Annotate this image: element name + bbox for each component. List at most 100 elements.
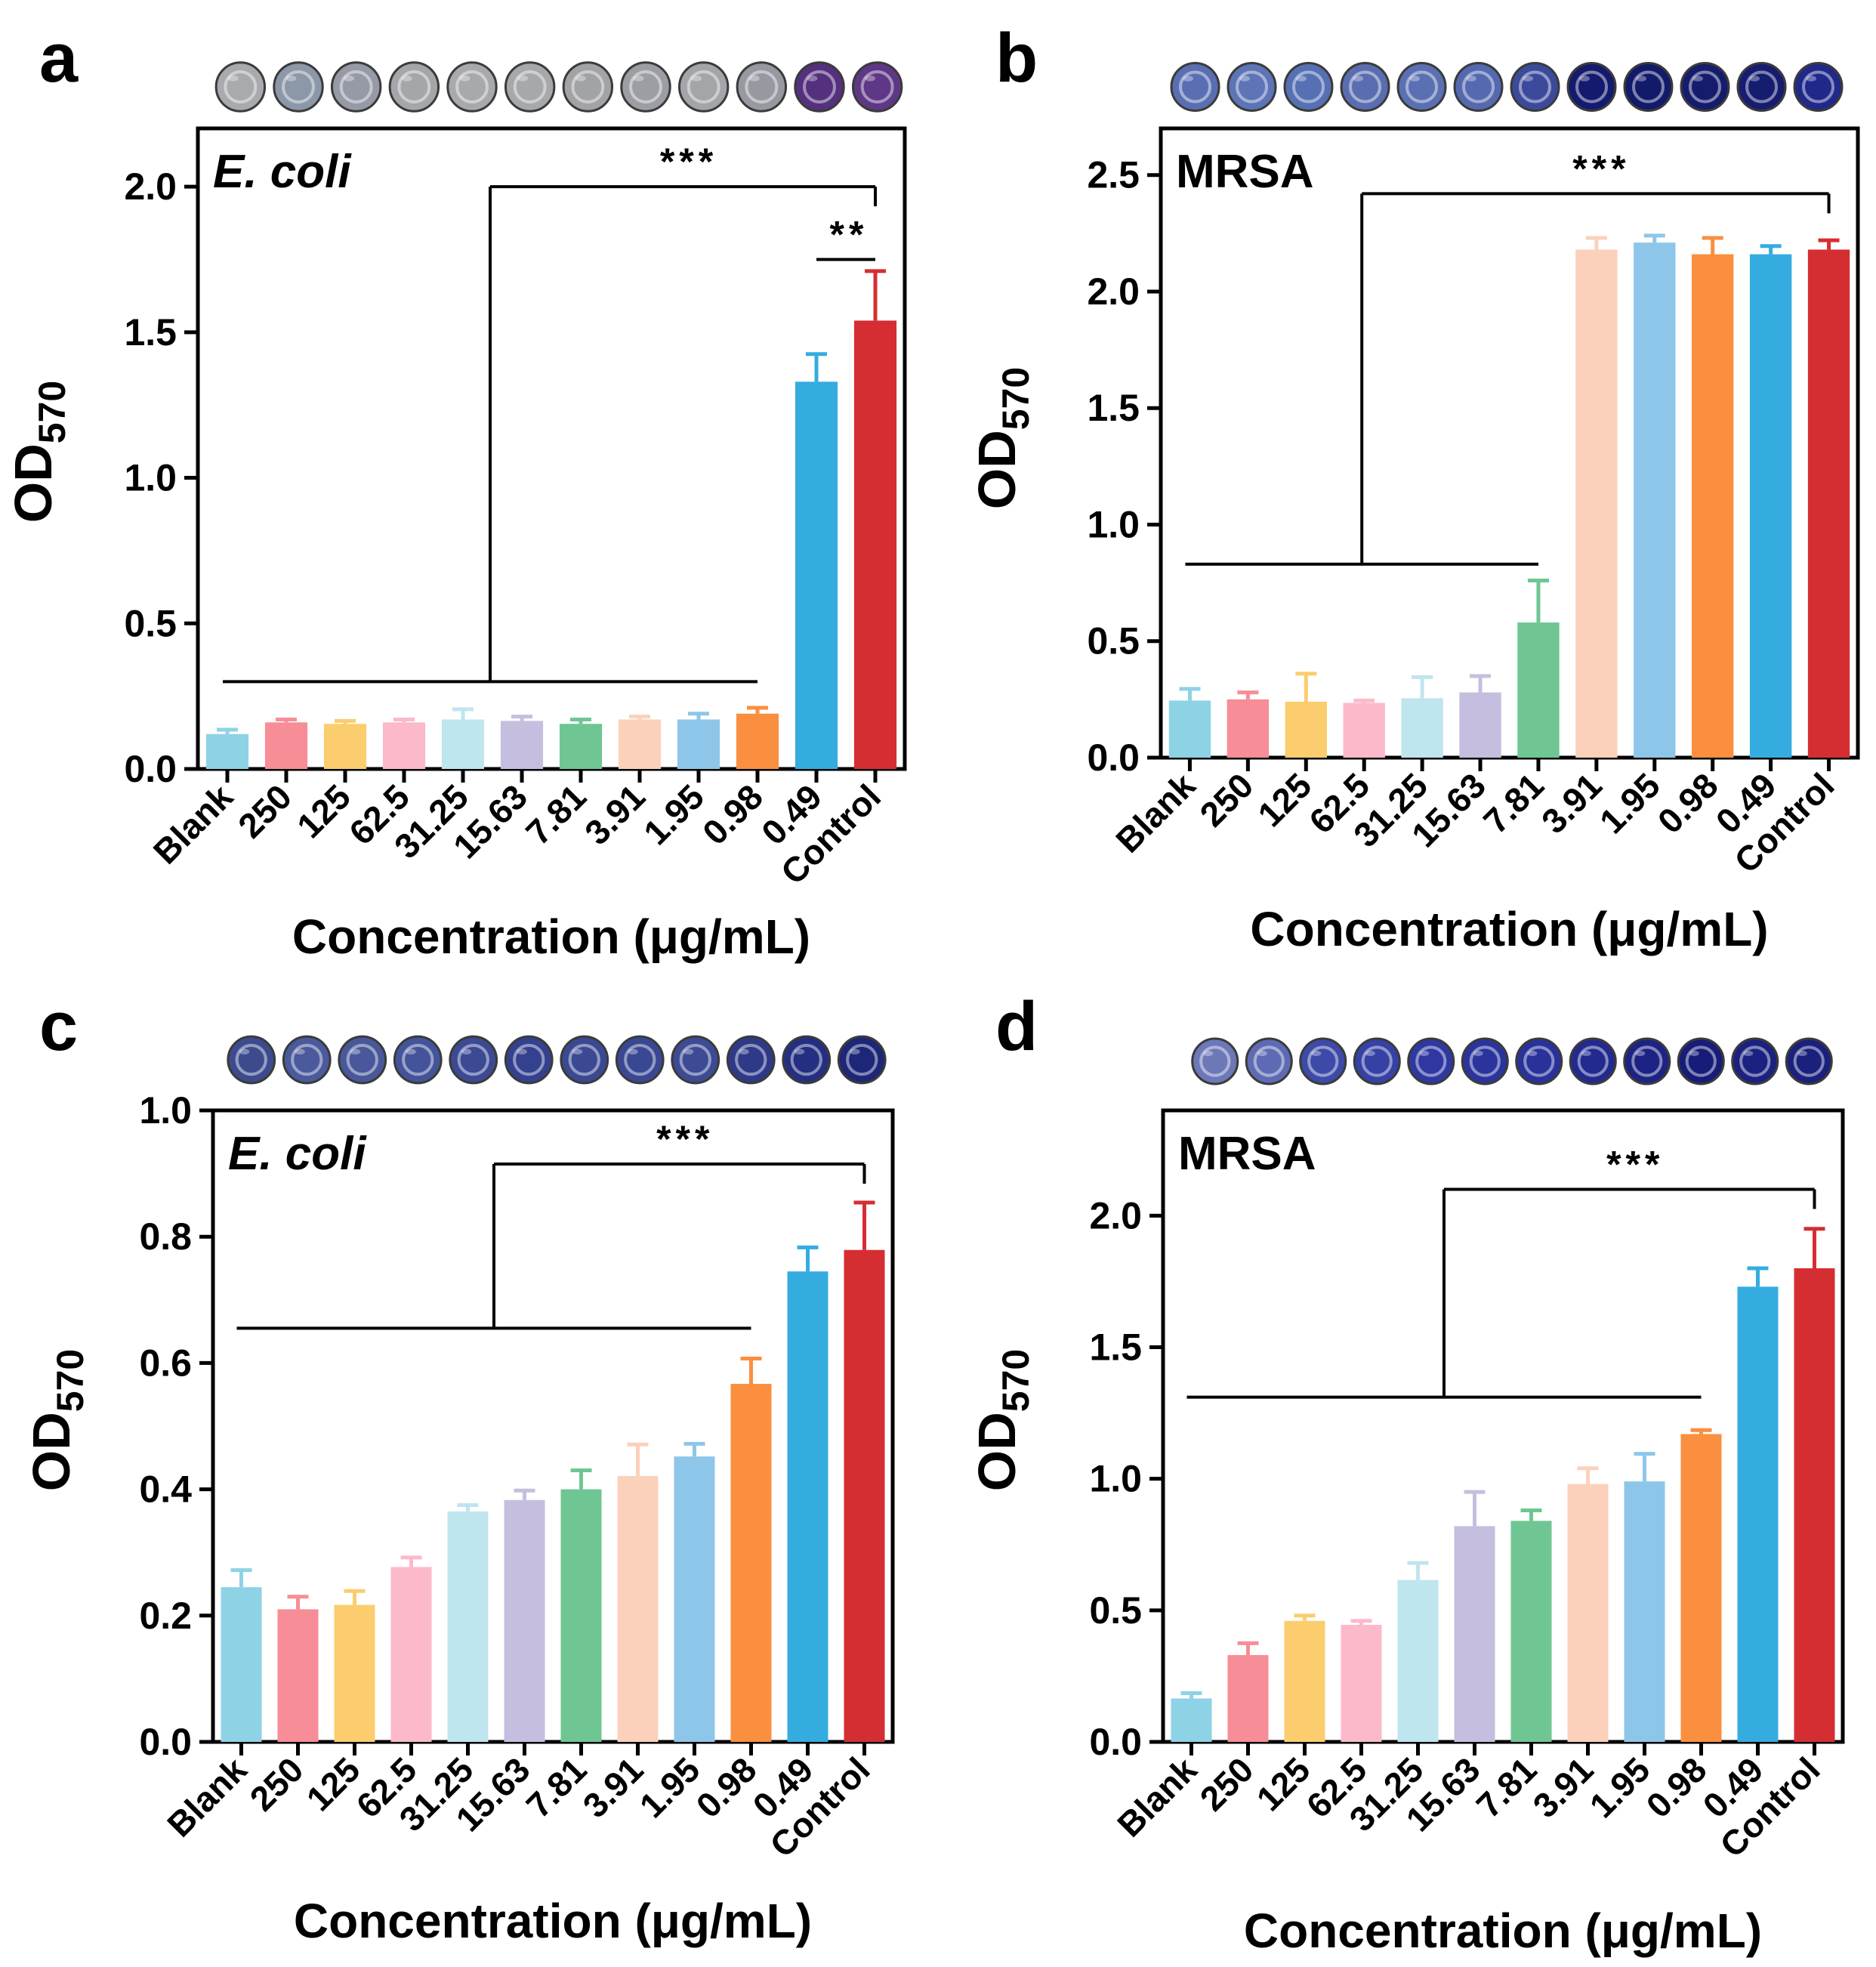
well-highlight [1636, 76, 1646, 82]
bar-control [844, 1249, 885, 1742]
y-axis-label: OD570 [967, 367, 1037, 509]
well-outer [736, 61, 788, 113]
bar-15-63 [1454, 1526, 1495, 1742]
well-photo [1191, 1037, 1239, 1085]
well-highlight [517, 75, 529, 82]
well-photo [1510, 62, 1560, 112]
x-tick-label: 0.98 [1650, 765, 1726, 841]
well-ring [1801, 70, 1835, 103]
well-outer [1453, 62, 1504, 112]
bar-1-95 [1624, 1481, 1665, 1742]
x-tick-label: 1.95 [636, 777, 711, 852]
well-highlight [1473, 1050, 1483, 1057]
well-ring [1461, 70, 1495, 103]
well-outer [620, 61, 671, 113]
well-ring [1631, 1045, 1663, 1077]
bar-62-5 [1343, 702, 1385, 758]
well-outer [1510, 62, 1560, 112]
well-outer [615, 1035, 665, 1085]
well-highlight [1797, 1050, 1807, 1057]
well-outer [726, 1035, 776, 1085]
x-tick-label: 0.98 [1638, 1749, 1714, 1825]
well-outer [782, 1035, 832, 1085]
well-highlight [1353, 76, 1363, 82]
x-tick-label: 0.98 [695, 777, 770, 852]
x-tick-label: 125 [289, 777, 358, 845]
bar-31-25 [447, 1511, 489, 1742]
well-ring [1685, 1045, 1717, 1077]
well-ring [745, 70, 779, 103]
y-tick-label: 2.0 [124, 165, 177, 208]
bar-125 [1285, 701, 1327, 758]
bar-control [1807, 249, 1850, 758]
well-photo [560, 1035, 609, 1085]
bar-31-25 [1401, 698, 1443, 758]
y-tick-label: 1.5 [124, 311, 177, 354]
well-ring [1575, 70, 1609, 103]
organism-label: E. coli [228, 1128, 367, 1180]
bar-1-95 [1634, 242, 1676, 758]
bar-125 [1284, 1620, 1325, 1742]
y-tick-label: 0.0 [124, 748, 177, 790]
well-photo [1453, 62, 1504, 112]
bar-0-49 [795, 381, 838, 769]
well-highlight [1365, 1050, 1375, 1057]
bar-7-81 [1510, 1521, 1552, 1742]
well-outer [1785, 1037, 1833, 1085]
well-photo [1623, 1037, 1671, 1085]
well-highlight [633, 75, 644, 82]
well-highlight [1635, 1050, 1646, 1057]
y-axis-label: OD570 [967, 1349, 1037, 1491]
well-highlight [807, 75, 818, 82]
bar-0-98 [1692, 254, 1734, 758]
well-highlight [227, 75, 239, 82]
y-tick-label: 0.4 [139, 1468, 192, 1511]
bar-250 [1226, 699, 1270, 758]
well-ring [624, 1043, 656, 1076]
bar-3-91 [1575, 249, 1618, 758]
bar-0-98 [730, 1383, 772, 1742]
well-photo [227, 1035, 276, 1085]
well-ring [1469, 1045, 1501, 1077]
well-outer [1245, 1037, 1293, 1085]
y-tick-label: 0.0 [1089, 1721, 1142, 1763]
x-tick-label: 7.81 [518, 777, 594, 852]
significance-pair: ** [816, 213, 875, 261]
significance-bracket: *** [236, 1118, 866, 1330]
well-highlight [690, 75, 702, 82]
well-ring [1745, 70, 1779, 103]
well-ring [513, 70, 547, 103]
well-highlight [850, 1048, 860, 1055]
plot-frame [196, 126, 907, 771]
well-photo [273, 61, 324, 113]
well-photo [1793, 62, 1844, 112]
well-ring [1739, 1045, 1771, 1077]
well-ring [629, 70, 662, 103]
well-ring [457, 1043, 489, 1076]
well-highlight [1527, 1050, 1538, 1057]
well-outer [1569, 1037, 1617, 1085]
y-axis-label-main: OD [967, 1412, 1026, 1491]
well-outer [1677, 1037, 1725, 1085]
well-outer [837, 1035, 887, 1085]
well-ring [402, 1043, 434, 1076]
significance-label: *** [1572, 147, 1630, 190]
well-ring [735, 1043, 767, 1076]
y-axis-label-main: OD [22, 1412, 81, 1491]
well-photo [1461, 1037, 1509, 1085]
well-photo [1396, 62, 1447, 112]
well-outer [504, 1035, 554, 1085]
y-axis-label-main: OD [967, 430, 1026, 509]
well-photo [1226, 62, 1277, 112]
bar-250 [277, 1609, 319, 1742]
well-highlight [517, 1048, 527, 1055]
bar-250 [264, 722, 308, 769]
x-tick-label: Blank [146, 777, 241, 872]
well-outer [671, 1035, 720, 1085]
well-ring [1415, 1045, 1447, 1077]
well-outer [273, 61, 324, 113]
y-tick-label: 1.5 [1087, 387, 1140, 429]
bar-0-49 [1749, 254, 1792, 758]
bar-3-91 [617, 1476, 659, 1742]
well-photo [1170, 62, 1220, 112]
